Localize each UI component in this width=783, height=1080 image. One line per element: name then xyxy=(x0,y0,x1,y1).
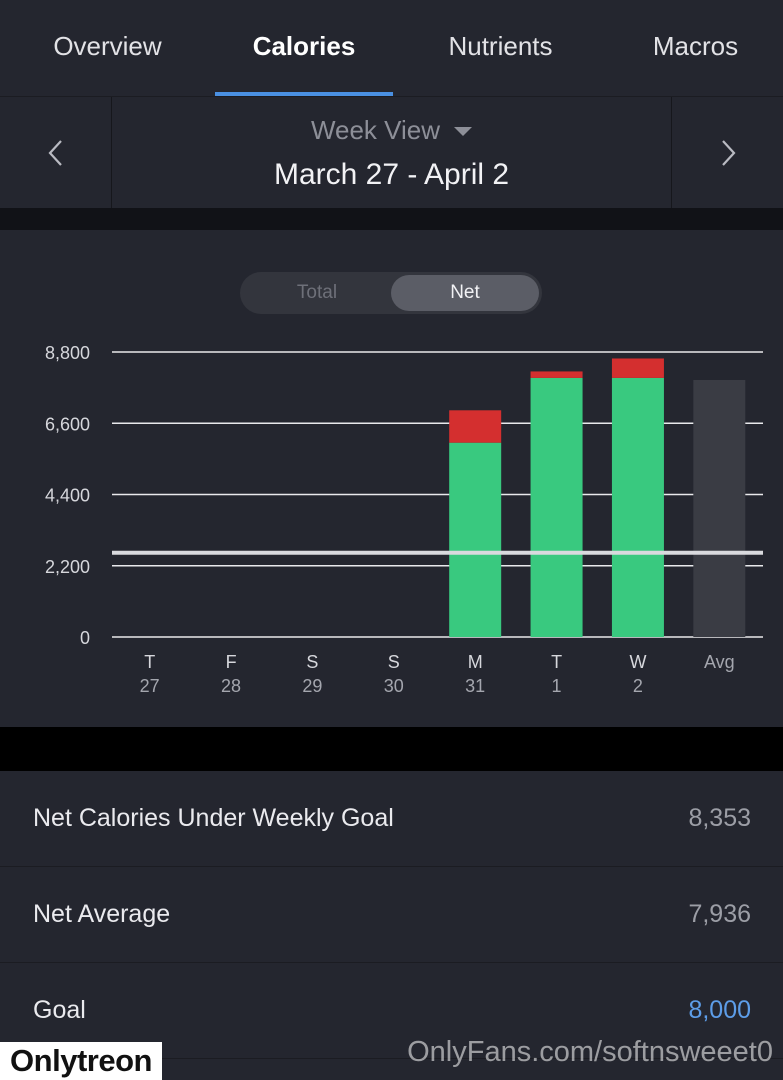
tab-overview[interactable]: Overview xyxy=(53,30,162,61)
x-day-label: T xyxy=(551,652,562,672)
previous-week-button[interactable] xyxy=(0,97,112,209)
week-navigator: Week View March 27 - April 2 xyxy=(0,96,783,209)
stat-value: 8,353 xyxy=(688,804,751,832)
toggle-net[interactable]: Net xyxy=(391,275,539,311)
bar-segment xyxy=(611,358,664,378)
chevron-left-icon xyxy=(48,140,62,166)
x-day-label: Avg xyxy=(704,652,735,672)
x-day-label: M xyxy=(468,652,483,672)
tab-bar: Overview Calories Nutrients Macros xyxy=(0,0,783,96)
caret-down-icon xyxy=(454,126,473,136)
stat-label: Goal xyxy=(33,996,86,1024)
bar-segment xyxy=(611,377,664,637)
watermark-left: Onlytreon xyxy=(0,1042,162,1080)
x-date-label: 29 xyxy=(302,676,322,696)
x-date-label: 28 xyxy=(221,676,241,696)
watermark-right: OnlyFans.com/softnsweeet0 xyxy=(407,1036,773,1068)
toggle-total[interactable]: Total xyxy=(296,282,338,303)
x-day-label: W xyxy=(629,652,646,672)
next-week-button[interactable] xyxy=(671,97,783,209)
x-date-label: 2 xyxy=(633,676,643,696)
section-divider xyxy=(0,727,783,771)
week-view-dropdown[interactable]: Week View xyxy=(310,114,473,146)
y-tick-label: 6,600 xyxy=(45,414,90,434)
y-tick-label: 2,200 xyxy=(45,557,90,577)
y-tick-label: 0 xyxy=(80,628,90,648)
week-header: Week View March 27 - April 2 xyxy=(112,97,671,209)
chart-panel: Total Net 8,800 6,600 4,400 2,200 0 T 27 F 28 S 29… xyxy=(0,230,783,727)
y-tick-label: 4,400 xyxy=(45,486,90,506)
week-range-label: March 27 - April 2 xyxy=(273,157,510,191)
stat-value: 7,936 xyxy=(688,900,751,928)
goal-value-link[interactable]: 8,000 xyxy=(688,996,751,1024)
stats-list: Net Calories Under Weekly Goal 8,353 Net… xyxy=(0,771,783,1080)
stat-label: Net Average xyxy=(33,900,171,928)
x-day-label: S xyxy=(388,652,400,672)
stat-label: Net Calories Under Weekly Goal xyxy=(33,804,394,832)
bar-segment xyxy=(449,410,502,443)
calories-bar-chart: 8,800 6,600 4,400 2,200 0 T 27 F 28 S 29 S 30 M 31 T 1 W 2… xyxy=(45,343,763,696)
x-day-label: S xyxy=(306,652,318,672)
x-date-label: 31 xyxy=(465,676,485,696)
bar-segment xyxy=(449,442,502,637)
stat-row-net-average: Net Average 7,936 xyxy=(0,867,783,963)
tab-calories[interactable]: Calories xyxy=(215,0,393,96)
stat-row-under-goal: Net Calories Under Weekly Goal 8,353 xyxy=(0,771,783,867)
section-divider xyxy=(0,208,783,230)
bar-segment xyxy=(693,379,746,637)
chevron-right-icon xyxy=(721,140,735,166)
x-date-label: 30 xyxy=(384,676,404,696)
week-view-label: Week View xyxy=(310,114,441,145)
tab-macros[interactable]: Macros xyxy=(652,30,739,61)
y-tick-label: 8,800 xyxy=(45,343,90,363)
x-day-label: T xyxy=(144,652,155,672)
x-day-label: F xyxy=(226,652,237,672)
tab-nutrients[interactable]: Nutrients xyxy=(448,30,553,61)
x-date-label: 1 xyxy=(552,676,562,696)
bar-segment xyxy=(530,371,583,378)
bar-segment xyxy=(530,377,583,637)
x-date-label: 27 xyxy=(140,676,160,696)
stat-row-goal[interactable]: Goal 8,000 xyxy=(0,963,783,1059)
total-net-toggle: Total Net xyxy=(240,272,542,314)
